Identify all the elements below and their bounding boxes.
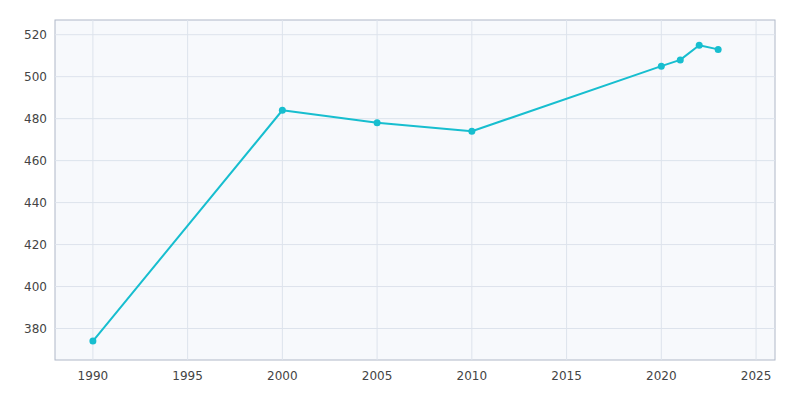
x-tick-label: 1995 (172, 369, 203, 383)
chart-svg: 1990 1995 2000 2005 2010 2015 2020 2025 380 400 42… (0, 0, 800, 400)
y-grid-line (55, 328, 775, 329)
y-tick-label: 440 (24, 196, 47, 210)
tick-labels: 1990 1995 2000 2005 2010 2015 2020 2025 380 400 42… (24, 28, 771, 383)
x-grid-line (282, 20, 283, 360)
x-tick-label: 2025 (741, 369, 772, 383)
data-point (677, 56, 684, 63)
y-grid-line (55, 34, 775, 35)
y-grid-line (55, 118, 775, 119)
x-tick-label: 2010 (457, 369, 488, 383)
x-tick-label: 2000 (267, 369, 298, 383)
data-point (468, 128, 475, 135)
y-grid-line (55, 244, 775, 245)
x-grid-line (471, 20, 472, 360)
data-point (715, 46, 722, 53)
data-point (658, 63, 665, 70)
x-grid-line (187, 20, 188, 360)
y-tick-label: 400 (24, 280, 47, 294)
data-point (89, 338, 96, 345)
x-grid-line (377, 20, 378, 360)
population-line (93, 45, 718, 341)
x-tick-label: 2015 (551, 369, 582, 383)
data-point (696, 42, 703, 49)
y-grid-line (55, 286, 775, 287)
x-grid-line (92, 20, 93, 360)
x-grid-line (756, 20, 757, 360)
plot-frame (55, 20, 775, 360)
y-tick-label: 500 (24, 70, 47, 84)
x-grid-line (661, 20, 662, 360)
data-point (374, 119, 381, 126)
y-tick-label: 420 (24, 238, 47, 252)
x-grid-line (566, 20, 567, 360)
y-tick-label: 380 (24, 322, 47, 336)
x-tick-label: 1990 (78, 369, 109, 383)
y-tick-label: 480 (24, 112, 47, 126)
data-point (279, 107, 286, 114)
y-grid-line (55, 76, 775, 77)
y-grid-line (55, 160, 775, 161)
x-tick-label: 2020 (646, 369, 677, 383)
plot-area (89, 42, 721, 345)
grid (55, 20, 775, 360)
y-grid-line (55, 202, 775, 203)
y-tick-label: 520 (24, 28, 47, 42)
x-tick-label: 2005 (362, 369, 393, 383)
y-tick-label: 460 (24, 154, 47, 168)
chart-container: 1990 1995 2000 2005 2010 2015 2020 2025 380 400 42… (0, 0, 800, 400)
